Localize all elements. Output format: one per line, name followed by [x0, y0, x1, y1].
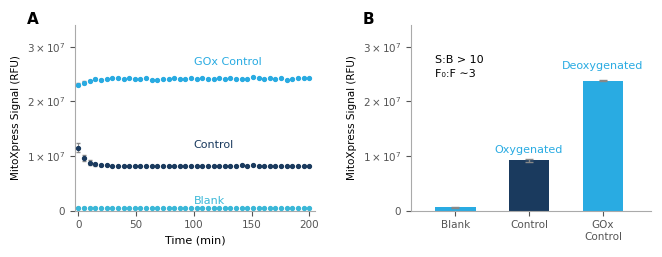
- Bar: [435, 207, 475, 210]
- Bar: [509, 160, 549, 210]
- Text: GOx Control: GOx Control: [194, 57, 261, 67]
- Text: Blank: Blank: [194, 196, 225, 206]
- Text: Oxygenated: Oxygenated: [495, 145, 563, 155]
- Text: A: A: [27, 12, 39, 27]
- Text: S:B > 10
F₀:F ∼3: S:B > 10 F₀:F ∼3: [435, 55, 483, 79]
- Y-axis label: MitoXpress Signal (RFU): MitoXpress Signal (RFU): [347, 55, 357, 180]
- Y-axis label: MitoXpress Signal (RFU): MitoXpress Signal (RFU): [11, 55, 21, 180]
- Bar: [583, 81, 623, 210]
- Text: Deoxygenated: Deoxygenated: [562, 61, 643, 71]
- X-axis label: Time (min): Time (min): [165, 236, 225, 246]
- Text: B: B: [363, 12, 375, 27]
- Text: Control: Control: [194, 140, 234, 150]
